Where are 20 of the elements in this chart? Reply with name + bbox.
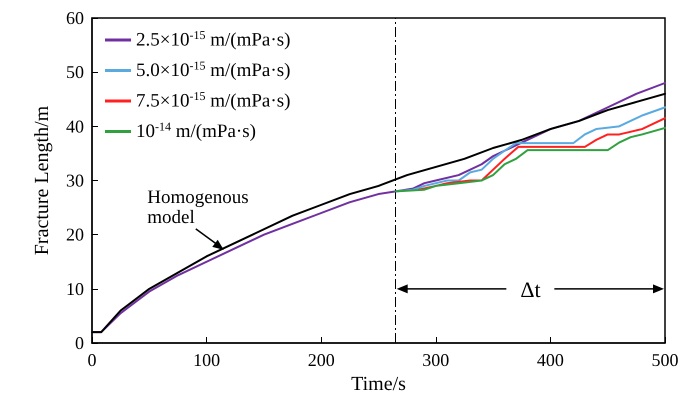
x-tick-label: 0 xyxy=(88,350,96,370)
x-tick-label: 500 xyxy=(652,350,678,370)
x-tick-label: 300 xyxy=(422,350,450,370)
y-tick-label: 20 xyxy=(66,224,84,245)
x-axis-title: Time/s xyxy=(351,372,406,395)
line-series xyxy=(394,126,666,192)
line-series xyxy=(418,117,666,191)
y-tick-label: 60 xyxy=(66,8,84,28)
line-series xyxy=(394,106,666,192)
y-tick-label: 40 xyxy=(66,116,84,136)
annotation: Homogenous model xyxy=(147,186,249,228)
y-tick-label: 10 xyxy=(66,278,84,299)
annotation: Δt xyxy=(520,277,541,302)
y-tick-label: 50 xyxy=(66,62,84,82)
x-tick-label: 400 xyxy=(536,350,564,370)
y-tick-label: 0 xyxy=(75,333,84,353)
x-tick-label: 200 xyxy=(308,350,335,370)
y-tick-label: 30 xyxy=(66,170,84,190)
x-tick-label: 100 xyxy=(193,350,220,370)
y-axis-title: Fracture Length/m xyxy=(31,105,53,256)
